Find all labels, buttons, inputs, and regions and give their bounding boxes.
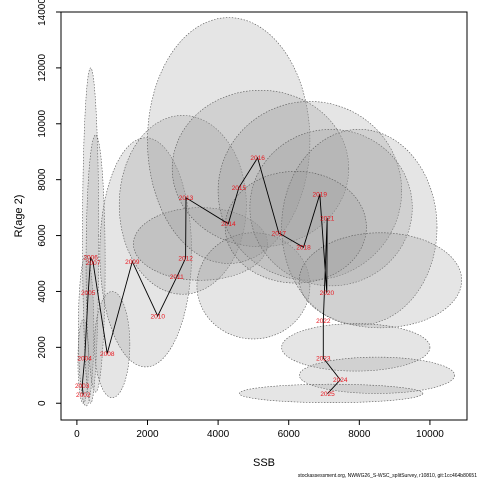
confidence-ellipse	[238, 383, 424, 403]
x-axis-title: SSB	[253, 457, 275, 469]
year-label: 2022	[316, 318, 331, 325]
y-tick-label: 2000	[37, 336, 48, 359]
confidence-ellipse	[118, 115, 247, 295]
confidence-ellipse	[217, 101, 402, 281]
confidence-ellipse	[281, 129, 438, 326]
year-label: 2018	[296, 245, 311, 252]
year-label: 2014	[221, 221, 236, 228]
year-label: 2008	[100, 351, 115, 358]
x-tick-label: 6000	[278, 429, 301, 440]
year-label: 2021	[320, 215, 335, 222]
confidence-ellipse	[133, 207, 268, 281]
confidence-ellipse	[99, 137, 192, 368]
year-label: 2019	[313, 192, 328, 199]
x-tick-label: 0	[74, 429, 80, 440]
y-axis: 0 2000 4000 6000 8000 10000 12000 14000	[37, 0, 61, 406]
year-label: 2017	[272, 230, 287, 237]
year-label: 2002	[76, 392, 91, 399]
y-tick-label: 14000	[37, 0, 48, 26]
year-label: 2009	[125, 259, 140, 266]
year-label: 2007	[86, 260, 101, 267]
year-label: 2010	[150, 313, 165, 320]
year-label: 2020	[320, 290, 335, 297]
x-tick-label: 8000	[348, 429, 371, 440]
year-label: 2015	[232, 185, 247, 192]
confidence-ellipse	[94, 291, 131, 398]
x-tick-label: 2000	[136, 429, 159, 440]
year-label: 2006	[83, 254, 98, 261]
confidence-ellipse	[249, 129, 413, 287]
year-label: 2024	[333, 377, 348, 384]
y-tick-label: 8000	[37, 168, 48, 191]
y-axis-title: R(age 2)	[13, 195, 25, 238]
confidence-ellipse	[299, 232, 463, 329]
y-tick-label: 10000	[37, 109, 48, 137]
y-tick-label: 4000	[37, 280, 48, 303]
confidence-ellipse	[85, 134, 106, 393]
year-label: 2005	[81, 290, 96, 297]
year-label: 2025	[320, 391, 335, 398]
year-label: 2011	[170, 274, 184, 281]
confidence-ellipse	[224, 170, 367, 284]
year-label: 2012	[178, 255, 193, 262]
sr-trajectory-line	[81, 156, 341, 395]
x-tick-label: 4000	[207, 429, 230, 440]
plot-box	[60, 11, 468, 421]
year-label: 2023	[316, 355, 331, 362]
x-tick-label: 10000	[416, 429, 444, 440]
footnote: stockassessment.org, NWWG26_S-WSC_splitS…	[298, 473, 477, 479]
year-label: 2016	[250, 155, 265, 162]
confidence-ellipses	[77, 17, 463, 407]
confidence-ellipse	[147, 17, 311, 264]
year-label: 2013	[179, 195, 194, 202]
y-tick-label: 0	[37, 400, 48, 406]
year-label: 2003	[75, 383, 90, 390]
x-axis: 0 2000 4000 6000 8000 10000	[74, 420, 444, 440]
confidence-ellipse	[196, 232, 311, 340]
year-label: 2004	[77, 355, 92, 362]
y-tick-label: 12000	[37, 54, 48, 82]
y-tick-label: 6000	[37, 224, 48, 247]
confidence-ellipse	[281, 323, 431, 372]
confidence-ellipse	[299, 356, 455, 394]
